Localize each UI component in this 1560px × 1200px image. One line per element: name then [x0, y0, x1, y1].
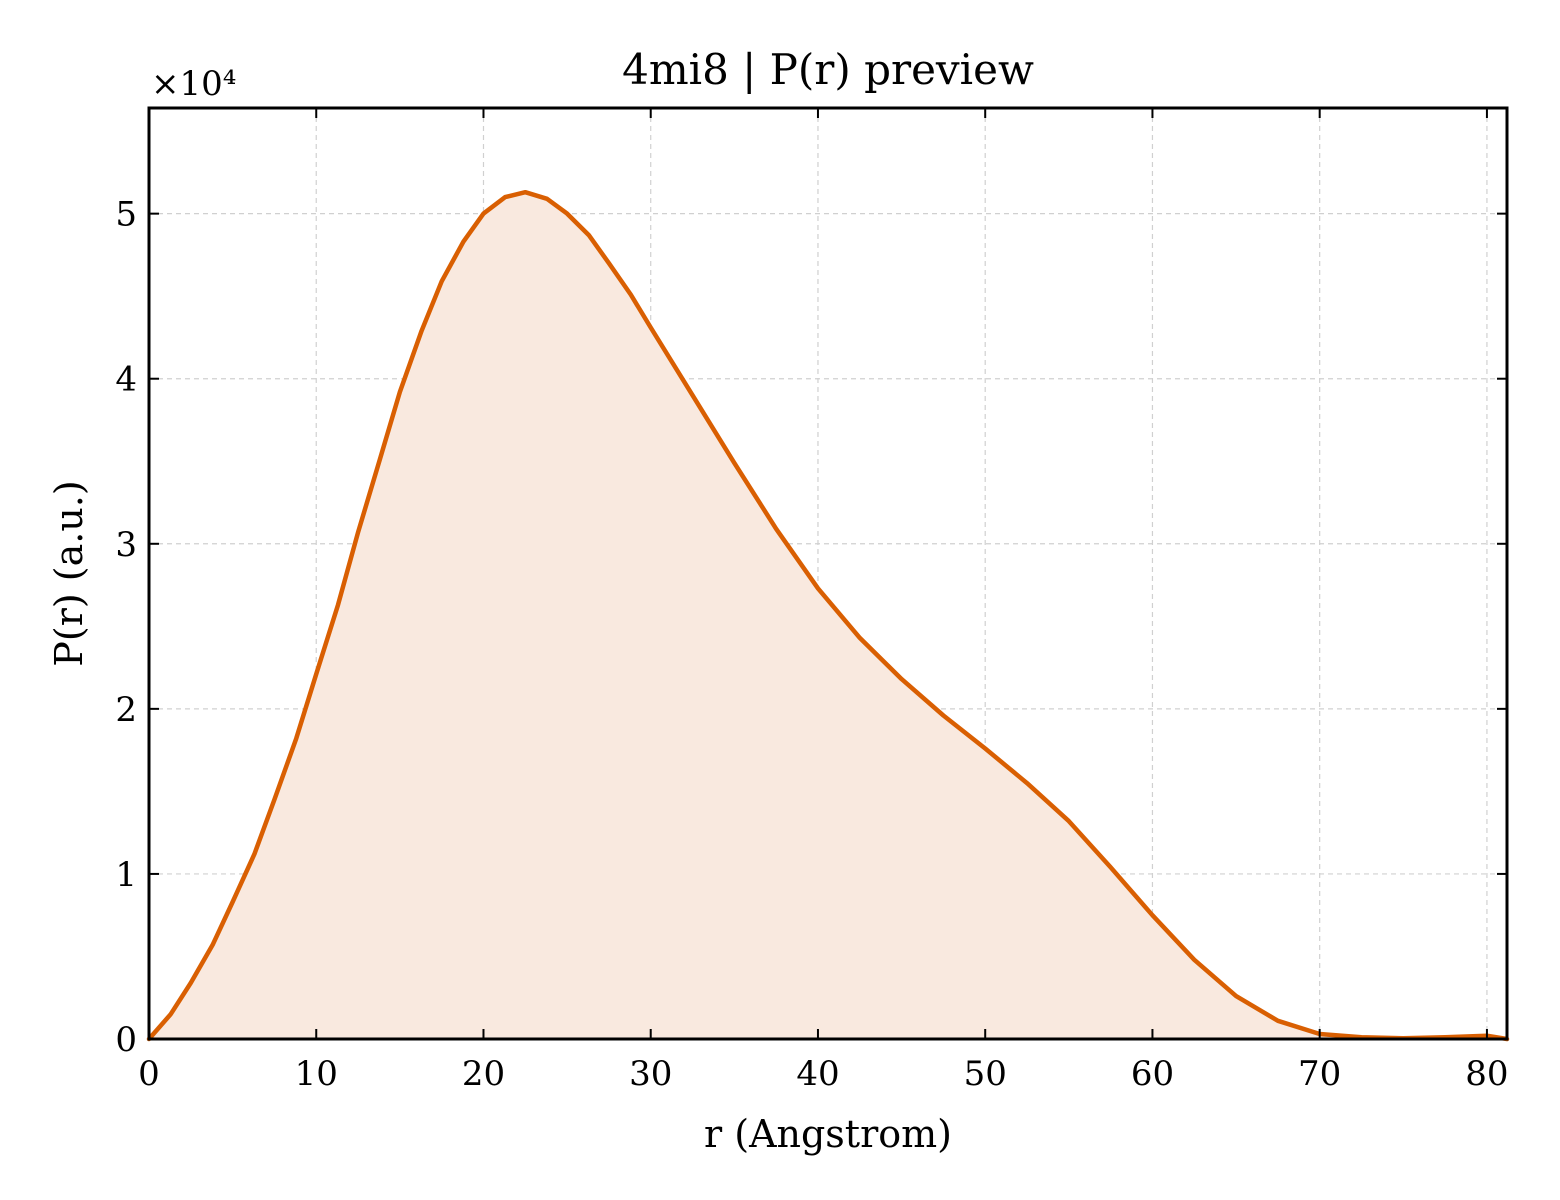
y-tick-label: 4 — [115, 360, 137, 400]
x-tick-label: 20 — [462, 1054, 505, 1094]
x-tick-label: 10 — [295, 1054, 338, 1094]
ticks: 0 10 20 30 40 50 60 70 80 0 1 2 3 4 5 — [115, 108, 1509, 1094]
plot-frame — [147, 106, 1509, 1041]
x-tick-label: 80 — [1465, 1054, 1508, 1094]
x-tick-label: 50 — [964, 1054, 1007, 1094]
x-tick-label: 30 — [629, 1054, 672, 1094]
y-axis-label: P(r) (a.u.) — [47, 480, 91, 666]
series-area-fill — [149, 192, 1507, 1039]
y-tick-label: 2 — [115, 690, 137, 730]
y-tick-label: 5 — [115, 195, 137, 235]
x-tick-label: 70 — [1298, 1054, 1341, 1094]
x-axis-label: r (Angstrom) — [704, 1112, 952, 1156]
chart-title: 4mi8 | P(r) preview — [622, 45, 1034, 94]
x-tick-label: 40 — [796, 1054, 839, 1094]
x-tick-label: 0 — [138, 1054, 160, 1094]
series-line — [146, 189, 1510, 1042]
x-tick-label: 60 — [1131, 1054, 1174, 1094]
y-tick-label: 1 — [115, 855, 137, 895]
y-tick-label: 0 — [115, 1020, 137, 1060]
y-tick-label: 3 — [115, 525, 137, 565]
y-axis-offset-label: ×10⁴ — [151, 64, 236, 104]
